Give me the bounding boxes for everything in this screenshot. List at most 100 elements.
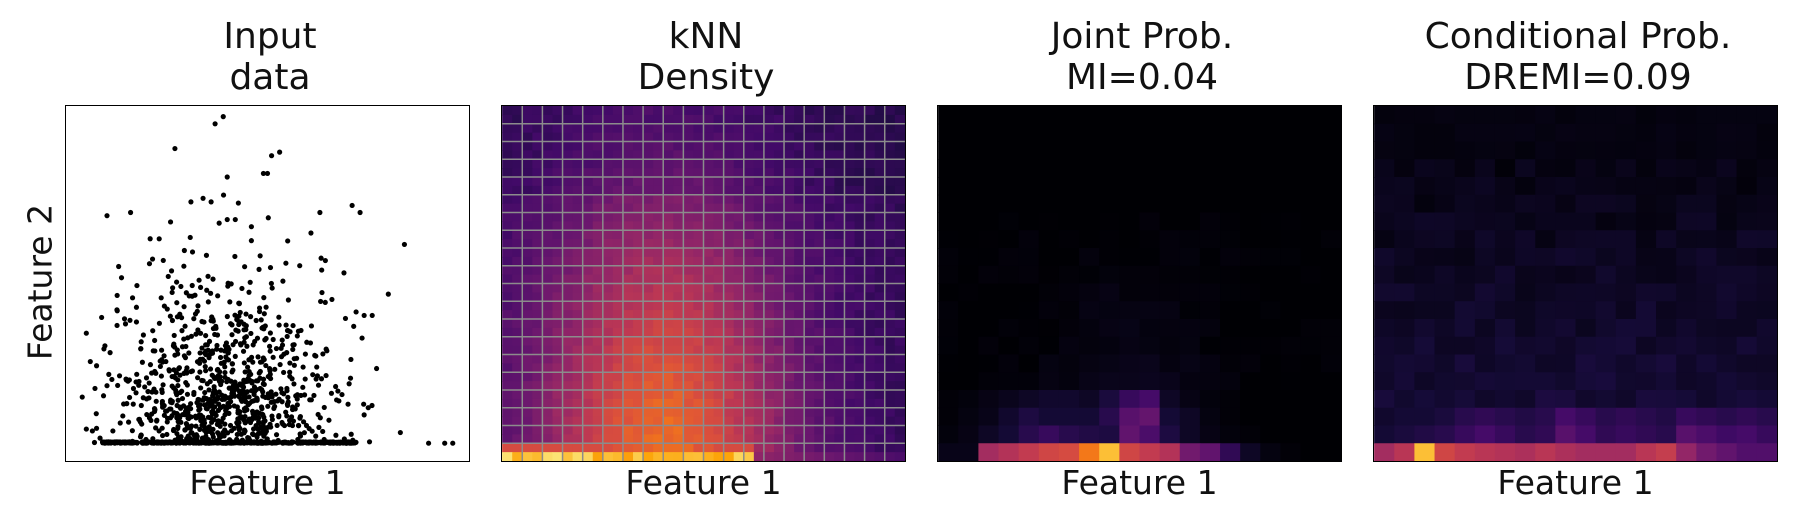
density-cell [723, 443, 735, 453]
density-cell [784, 443, 795, 453]
density-cell [532, 159, 543, 169]
heatmap-cell [1434, 106, 1456, 125]
density-cell [844, 177, 856, 187]
density-cell [854, 221, 866, 231]
heatmap-cell [1535, 301, 1556, 320]
density-cell [522, 168, 533, 178]
density-cell [673, 434, 684, 444]
heatmap-cell [1280, 372, 1302, 391]
scatter-point [247, 439, 253, 446]
density-cell [784, 398, 795, 409]
density-cell [683, 310, 694, 320]
density-cell [814, 327, 825, 338]
density-cell [552, 354, 564, 364]
heatmap-cell [1756, 194, 1777, 213]
density-cell [864, 443, 876, 453]
heatmap-cell [1756, 443, 1777, 461]
density-cell [733, 132, 745, 143]
heatmap-cell [1515, 248, 1536, 267]
density-cell [773, 416, 785, 427]
density-cell [884, 221, 896, 231]
heatmap-cell [1656, 372, 1677, 391]
scatter-point [220, 403, 227, 409]
heatmap-cell [1515, 159, 1536, 178]
density-cell [864, 114, 876, 125]
density-cell [804, 345, 815, 356]
scatter-point [122, 321, 129, 327]
scatter-point [239, 285, 245, 292]
density-cell [602, 336, 614, 347]
scatter-point [299, 439, 305, 445]
heatmap-cell [1099, 407, 1120, 426]
density-cell [592, 265, 604, 276]
scatter-point [150, 348, 156, 354]
density-cell [784, 212, 795, 222]
heatmap-cell [938, 319, 959, 338]
scatter-point [267, 371, 273, 377]
density-cell [592, 274, 604, 285]
density-cell [824, 123, 835, 134]
density-cell [562, 230, 574, 240]
density-cell [794, 248, 805, 258]
density-cell [824, 248, 835, 258]
density-cell [643, 372, 654, 382]
density-cell [874, 168, 886, 178]
density-cell [773, 256, 785, 267]
heatmap-cell [1696, 407, 1717, 426]
heatmap-cell [1494, 212, 1516, 231]
heatmap-cell [1555, 230, 1576, 249]
density-cell [894, 203, 905, 214]
heatmap-cell [998, 390, 1020, 409]
heatmap-cell [958, 283, 979, 302]
density-cell [683, 274, 694, 285]
density-cell [643, 221, 654, 231]
density-cell [532, 265, 543, 276]
heatmap-cell [1494, 319, 1516, 338]
density-cell [663, 354, 674, 364]
density-cell [773, 434, 785, 444]
density-cell [874, 336, 886, 347]
heatmap-cell [958, 248, 979, 267]
heatmap-cell [1099, 194, 1120, 213]
scatter-point [264, 170, 271, 177]
density-cell [643, 345, 654, 356]
density-cell [582, 434, 594, 444]
heatmap-cell [1300, 443, 1322, 461]
density-cell [643, 168, 654, 178]
scatter-point [197, 350, 203, 356]
heatmap-cell [1280, 407, 1302, 426]
density-cell [814, 336, 825, 347]
scatter-point [322, 299, 328, 305]
heatmap-cell [1394, 123, 1415, 142]
density-cell [773, 274, 785, 285]
scatter-point [262, 430, 268, 436]
density-cell [824, 230, 835, 240]
heatmap-cell [1515, 301, 1536, 320]
heatmap-cell [1099, 212, 1120, 231]
density-cell [743, 390, 755, 400]
scatter-point [231, 387, 237, 393]
density-cell [552, 292, 564, 302]
density-cell [612, 319, 624, 329]
density-cell [582, 327, 594, 338]
density-cell [673, 256, 684, 267]
density-cell [572, 248, 584, 258]
density-cell [653, 283, 664, 293]
heatmap-cell [1079, 265, 1100, 284]
heatmap-cell [1139, 390, 1161, 409]
scatter-point [219, 392, 225, 398]
density-cell [542, 177, 553, 187]
heatmap-cell [1300, 265, 1322, 284]
scatter-point [202, 390, 208, 396]
scatter-point [290, 322, 296, 329]
heatmap-cell [1394, 248, 1415, 267]
heatmap-cell [1736, 301, 1758, 320]
density-cell [602, 239, 614, 249]
heatmap-cell [1220, 354, 1241, 373]
density-cell [713, 230, 725, 240]
scatter-point [274, 422, 280, 428]
scatter-point [320, 351, 326, 357]
density-cell [673, 274, 684, 285]
heatmap-cell [1434, 248, 1456, 267]
heatmap-cell [1454, 443, 1476, 461]
